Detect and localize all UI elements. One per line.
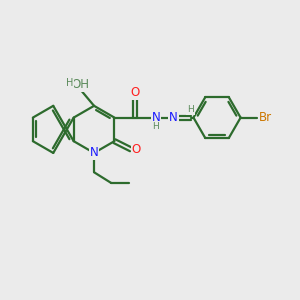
Text: Br: Br [259,111,272,124]
Text: H: H [152,122,159,131]
Text: O: O [132,143,141,156]
Text: O: O [130,86,140,100]
Text: OH: OH [71,78,89,92]
Text: N: N [90,146,98,159]
Text: H: H [187,105,194,114]
Text: N: N [169,111,178,124]
Text: H: H [66,78,73,88]
Text: N: N [152,111,160,124]
